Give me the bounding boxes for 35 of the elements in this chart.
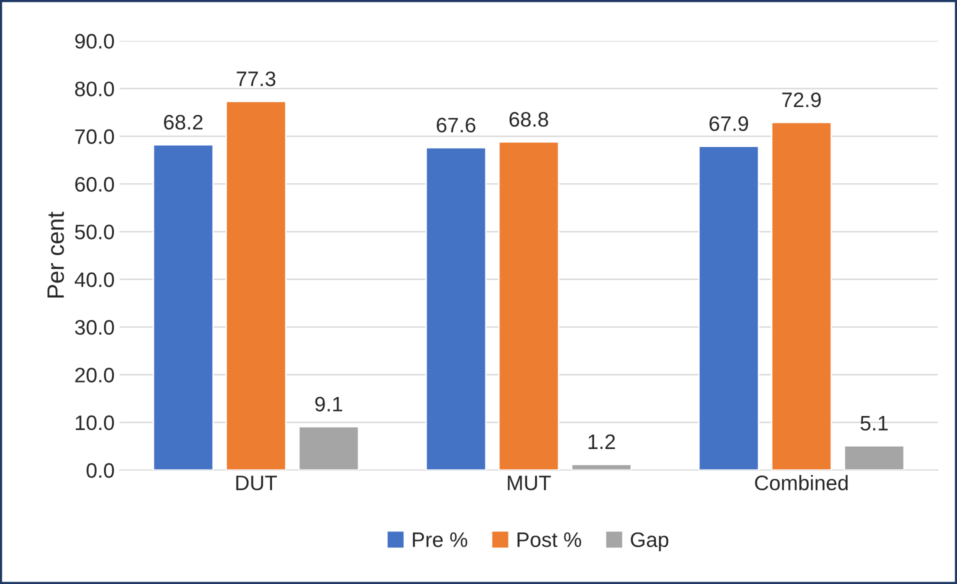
bar [425, 147, 487, 470]
data-label: 68.8 [510, 112, 548, 127]
data-label: 68.2 [164, 114, 202, 130]
data-label: 77.3 [236, 71, 276, 86]
y-tick-label: 20.0 [75, 368, 114, 382]
bar [844, 445, 905, 470]
y-axis-title: Per cent [48, 212, 64, 298]
bar [498, 141, 560, 470]
data-label: 9.1 [315, 396, 342, 412]
y-tick-label: 80.0 [75, 82, 114, 96]
bar [225, 100, 287, 470]
y-tick-label: 40.0 [74, 272, 114, 288]
legend-label: Post % [518, 532, 582, 548]
data-label: 67.9 [710, 116, 748, 132]
y-tick-label: 50.0 [75, 224, 114, 240]
bar [698, 146, 760, 470]
bar [770, 122, 832, 470]
y-tick-label: 10.0 [76, 415, 114, 430]
bar [152, 144, 214, 470]
bar [570, 464, 632, 470]
x-tick-label: DUT [236, 476, 277, 490]
data-label: 1.2 [588, 434, 615, 449]
data-label: 72.9 [782, 92, 821, 108]
y-tick-label: 70.0 [75, 129, 114, 144]
y-tick-label: 0.0 [86, 463, 114, 478]
legend-label: Gap [630, 532, 668, 552]
y-tick-label: 30.0 [75, 320, 114, 335]
y-tick-label: 90.0 [75, 34, 114, 49]
data-label: 5.1 [860, 416, 888, 431]
x-tick-label: Combined [755, 474, 848, 490]
y-tick-label: 60.0 [75, 176, 114, 192]
bar [298, 426, 360, 470]
data-label: 67.6 [436, 118, 476, 132]
x-tick-label: MUT [508, 476, 551, 490]
legend-label: Pre % [412, 532, 468, 548]
